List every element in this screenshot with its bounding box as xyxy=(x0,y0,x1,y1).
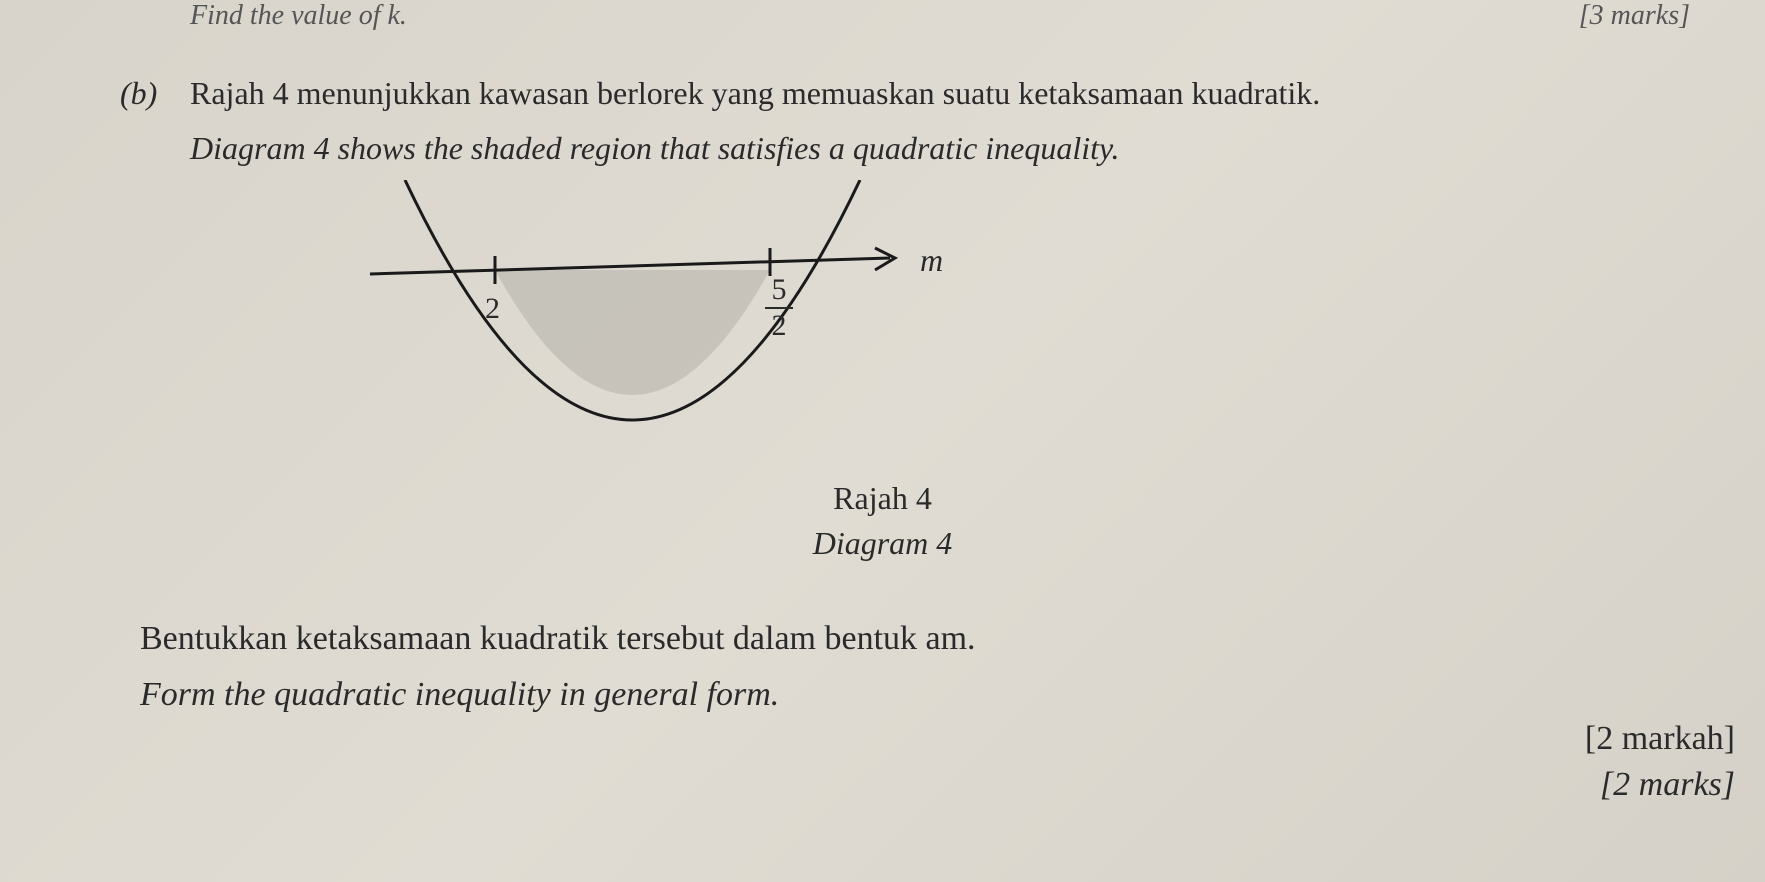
axis-variable-label: m xyxy=(920,242,943,279)
question-text-malay: Rajah 4 menunjukkan kawasan berlorek yan… xyxy=(190,75,1590,112)
marks-english: [2 marks] xyxy=(1585,766,1735,804)
diagram-caption: Rajah 4 Diagram 4 xyxy=(0,480,1765,562)
question-label: (b) xyxy=(120,75,157,112)
fraction-numerator: 5 xyxy=(765,275,793,305)
fraction-denominator: 2 xyxy=(765,311,793,341)
exam-page: Find the value of k. [3 marks] (b) Rajah… xyxy=(0,0,1765,882)
root-label-5-over-2: 5 2 xyxy=(765,275,793,341)
top-partial-line: Find the value of k. [3 marks] xyxy=(190,0,1690,32)
instruction-block: Bentukkan ketaksamaan kuadratik tersebut… xyxy=(140,620,1640,714)
marks-malay: [2 markah] xyxy=(1585,720,1735,758)
prev-question-fragment: Find the value of k. xyxy=(190,0,407,32)
prev-marks-fragment: [3 marks] xyxy=(1579,0,1690,32)
root-label-2: 2 xyxy=(485,292,500,326)
caption-english: Diagram 4 xyxy=(0,525,1765,562)
quadratic-plot-svg xyxy=(350,180,1050,460)
question-text-english: Diagram 4 shows the shaded region that s… xyxy=(190,130,1590,167)
instruction-english: Form the quadratic inequality in general… xyxy=(140,676,1640,714)
marks-block: [2 markah] [2 marks] xyxy=(1585,720,1735,804)
instruction-malay: Bentukkan ketaksamaan kuadratik tersebut… xyxy=(140,620,1640,658)
diagram-4: 2 5 2 m xyxy=(350,180,1050,460)
caption-malay: Rajah 4 xyxy=(0,480,1765,517)
